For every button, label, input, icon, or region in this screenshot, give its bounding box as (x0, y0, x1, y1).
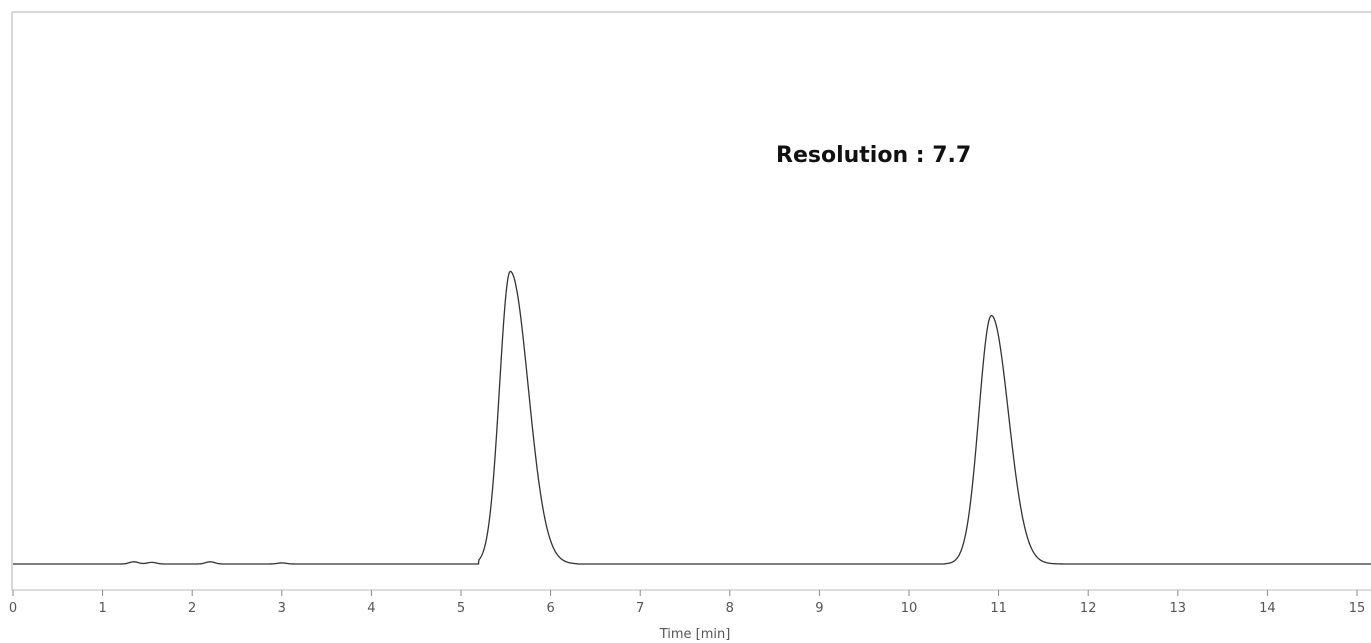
x-tick-label: 2 (188, 601, 196, 616)
x-tick-label: 6 (546, 601, 554, 616)
x-tick-label: 0 (9, 601, 17, 616)
chromatogram-trace (13, 270, 1371, 565)
x-tick-label: 3 (278, 601, 286, 616)
x-tick-label: 13 (1170, 601, 1187, 616)
x-axis-tick-labels: 0 1 2 3 4 5 6 7 8 9 10 11 12 13 14 15 (9, 601, 1365, 616)
x-tick-label: 11 (990, 601, 1007, 616)
x-tick-label: 9 (815, 601, 823, 616)
resolution-annotation: Resolution : 7.7 (776, 143, 971, 168)
x-axis-ticks (12, 590, 1358, 596)
x-tick-label: 15 (1349, 601, 1366, 616)
x-tick-label: 7 (636, 601, 644, 616)
x-axis-title: Time [min] (659, 627, 731, 642)
x-tick-label: 12 (1080, 601, 1097, 616)
x-tick-label: 4 (367, 601, 375, 616)
x-tick-label: 10 (901, 601, 918, 616)
x-tick-label: 14 (1259, 601, 1276, 616)
x-tick-label: 8 (726, 601, 734, 616)
x-tick-label: 1 (98, 601, 106, 616)
x-tick-label: 5 (457, 601, 465, 616)
